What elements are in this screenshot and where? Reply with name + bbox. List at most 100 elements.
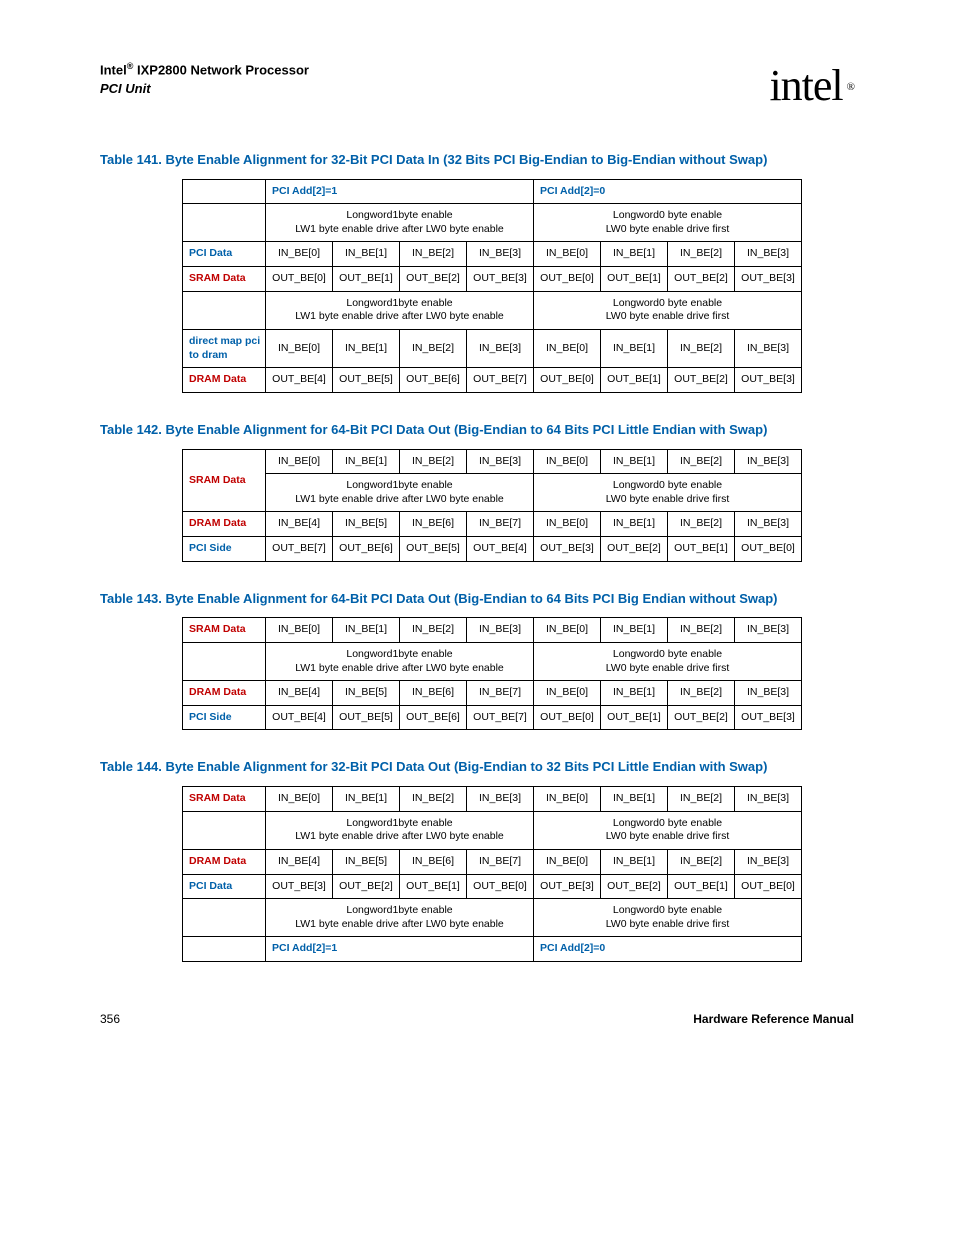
cell: IN_BE[1] [333, 787, 400, 812]
cell: OUT_BE[4] [266, 705, 333, 730]
cell: IN_BE[0] [534, 449, 601, 474]
cell: IN_BE[1] [333, 618, 400, 643]
pci-add-1: PCI Add[2]=1 [266, 179, 534, 204]
cell: IN_BE[0] [266, 242, 333, 267]
logo-reg: ® [847, 81, 854, 93]
logo-text: intel [769, 60, 842, 111]
doc-title: Hardware Reference Manual [693, 1012, 854, 1026]
cell: IN_BE[2] [668, 330, 735, 368]
cell: IN_BE[2] [400, 242, 467, 267]
cell: OUT_BE[3] [735, 267, 802, 292]
cell: IN_BE[3] [735, 242, 802, 267]
cell: IN_BE[5] [333, 512, 400, 537]
table-144-caption: Table 144. Byte Enable Alignment for 32-… [100, 758, 854, 776]
table-143: SRAM Data IN_BE[0]IN_BE[1]IN_BE[2]IN_BE[… [182, 617, 802, 730]
cell: IN_BE[4] [266, 512, 333, 537]
cell: IN_BE[2] [668, 849, 735, 874]
empty-cell [183, 642, 266, 680]
cell: IN_BE[3] [735, 849, 802, 874]
cell: IN_BE[2] [400, 618, 467, 643]
cell: IN_BE[0] [534, 242, 601, 267]
cell: IN_BE[3] [467, 330, 534, 368]
header-title: Intel® IXP2800 Network Processor [100, 60, 309, 80]
cell: IN_BE[1] [601, 242, 668, 267]
cell: IN_BE[1] [601, 787, 668, 812]
cell: IN_BE[3] [735, 681, 802, 706]
lw1-header: Longword1byte enableLW1 byte enable driv… [266, 204, 534, 242]
cell: IN_BE[1] [601, 618, 668, 643]
empty-cell [183, 899, 266, 937]
page-header: Intel® IXP2800 Network Processor PCI Uni… [100, 60, 854, 111]
cell: IN_BE[1] [601, 449, 668, 474]
cell: IN_BE[2] [668, 449, 735, 474]
lw1-header: Longword1byte enableLW1 byte enable driv… [266, 474, 534, 512]
cell: OUT_BE[0] [735, 874, 802, 899]
cell: OUT_BE[2] [668, 368, 735, 393]
cell: IN_BE[3] [735, 618, 802, 643]
lw1-header: Longword1byte enableLW1 byte enable driv… [266, 642, 534, 680]
empty-cell [183, 937, 266, 962]
cell: OUT_BE[0] [534, 705, 601, 730]
header-left: Intel® IXP2800 Network Processor PCI Uni… [100, 60, 309, 98]
sram-data-label: SRAM Data [183, 618, 266, 643]
cell: OUT_BE[2] [400, 267, 467, 292]
cell: IN_BE[0] [266, 618, 333, 643]
cell: OUT_BE[6] [333, 537, 400, 562]
cell: IN_BE[3] [735, 449, 802, 474]
pci-data-label: PCI Data [183, 874, 266, 899]
cell: IN_BE[1] [333, 449, 400, 474]
cell: OUT_BE[3] [534, 537, 601, 562]
pci-add-1: PCI Add[2]=1 [266, 937, 534, 962]
cell: OUT_BE[6] [400, 368, 467, 393]
cell: OUT_BE[3] [467, 267, 534, 292]
dram-data-label: DRAM Data [183, 368, 266, 393]
cell: OUT_BE[0] [534, 267, 601, 292]
lw1-header: Longword1byte enableLW1 byte enable driv… [266, 899, 534, 937]
pci-add-0: PCI Add[2]=0 [534, 937, 802, 962]
cell: IN_BE[2] [668, 618, 735, 643]
cell: IN_BE[1] [601, 512, 668, 537]
cell: IN_BE[0] [534, 787, 601, 812]
lw0-header: Longword0 byte enableLW0 byte enable dri… [534, 899, 802, 937]
cell: IN_BE[1] [333, 242, 400, 267]
page-footer: 356 Hardware Reference Manual [100, 1012, 854, 1026]
cell: IN_BE[0] [266, 787, 333, 812]
cell: IN_BE[3] [735, 330, 802, 368]
cell: IN_BE[3] [467, 618, 534, 643]
cell: IN_BE[5] [333, 849, 400, 874]
cell: IN_BE[3] [467, 449, 534, 474]
table-144: SRAM Data IN_BE[0]IN_BE[1]IN_BE[2]IN_BE[… [182, 786, 802, 962]
dram-data-label: DRAM Data [183, 849, 266, 874]
table-142-caption: Table 142. Byte Enable Alignment for 64-… [100, 421, 854, 439]
page-number: 356 [100, 1012, 120, 1026]
table-141: PCI Add[2]=1 PCI Add[2]=0 Longword1byte … [182, 179, 802, 393]
cell: OUT_BE[5] [333, 705, 400, 730]
cell: IN_BE[5] [333, 681, 400, 706]
cell: OUT_BE[1] [668, 874, 735, 899]
empty-cell [183, 179, 266, 204]
cell: OUT_BE[1] [668, 537, 735, 562]
cell: OUT_BE[3] [534, 874, 601, 899]
pci-add-0: PCI Add[2]=0 [534, 179, 802, 204]
pci-data-label: PCI Data [183, 242, 266, 267]
cell: OUT_BE[0] [266, 267, 333, 292]
dram-data-label: DRAM Data [183, 512, 266, 537]
brand: Intel [100, 62, 127, 77]
cell: OUT_BE[0] [467, 874, 534, 899]
cell: IN_BE[2] [400, 330, 467, 368]
cell: IN_BE[7] [467, 512, 534, 537]
cell: IN_BE[3] [467, 242, 534, 267]
dram-data-label: DRAM Data [183, 681, 266, 706]
cell: IN_BE[4] [266, 849, 333, 874]
cell: OUT_BE[4] [467, 537, 534, 562]
cell: IN_BE[6] [400, 512, 467, 537]
cell: IN_BE[2] [668, 512, 735, 537]
cell: IN_BE[0] [534, 849, 601, 874]
cell: IN_BE[2] [668, 681, 735, 706]
cell: IN_BE[3] [467, 787, 534, 812]
cell: IN_BE[1] [601, 681, 668, 706]
cell: IN_BE[0] [534, 618, 601, 643]
cell: IN_BE[0] [534, 330, 601, 368]
cell: OUT_BE[0] [534, 368, 601, 393]
pci-side-label: PCI Side [183, 705, 266, 730]
